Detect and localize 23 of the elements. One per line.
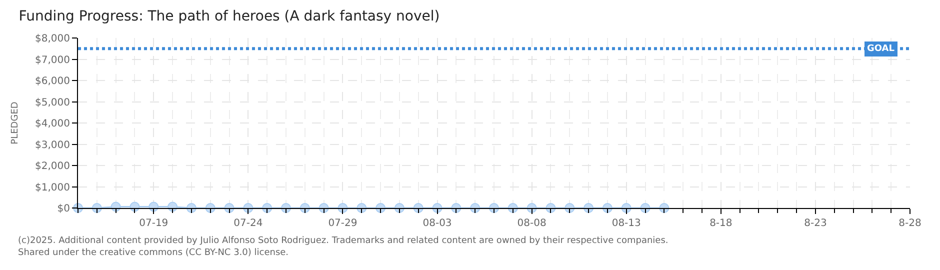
- y-tick-label: $8,000: [35, 34, 70, 44]
- x-tick-label: 07-29: [328, 218, 358, 229]
- y-axis-title: PLEDGED: [10, 102, 20, 144]
- y-tick-label: $0: [57, 204, 70, 214]
- x-tick-label: 08-13: [612, 218, 641, 229]
- ref-line-label: GOAL: [867, 44, 895, 54]
- x-tick-label: 07-24: [234, 218, 263, 229]
- y-tick-label: $7,000: [35, 54, 70, 66]
- y-tick-label: $2,000: [35, 161, 70, 172]
- x-tick-label: 8-18: [710, 218, 732, 229]
- chart-title: Funding Progress: The path of heroes (A dark fantasy novel): [18, 8, 440, 25]
- x-tick-label: 08-08: [517, 218, 546, 229]
- y-tick-label: $4,000: [35, 118, 70, 130]
- x-tick-label: 08-03: [422, 218, 452, 229]
- text: Shared under the creative commons (CC BY-NC 3.0) license.: [18, 248, 289, 258]
- text: (c)2025. Additional content provided by Julio Alfonso Soto Rodriguez. Trademarks and related content are owned by their respective companies.: [18, 236, 668, 246]
- y-tick-label: $1,000: [35, 182, 70, 194]
- y-tick-label: $3,000: [35, 140, 70, 151]
- x-tick-label: 8-23: [804, 218, 827, 229]
- x-tick-label: 8-28: [898, 218, 922, 229]
- y-tick-label: $5,000: [35, 97, 70, 108]
- x-tick-label: 07-19: [139, 218, 168, 229]
- y-tick-label: $6,000: [35, 76, 70, 87]
